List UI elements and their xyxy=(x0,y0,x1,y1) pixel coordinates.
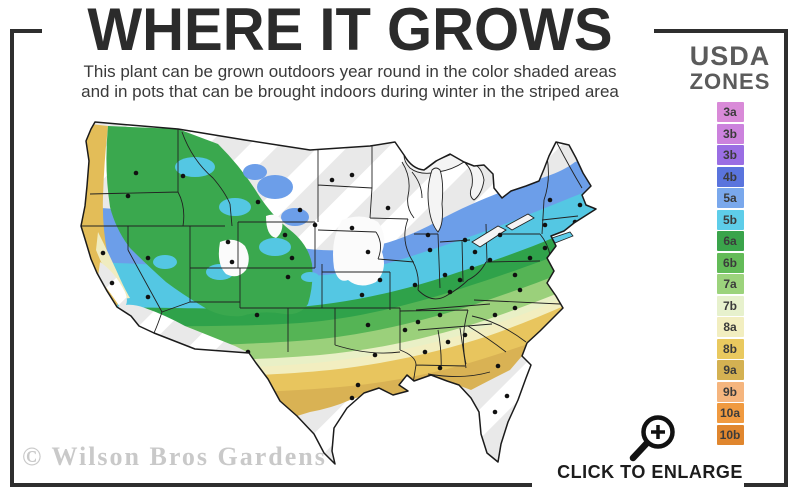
usda-zone-map xyxy=(70,112,650,474)
zone-swatch-6b: 6b xyxy=(716,252,744,273)
zone-swatch-7a: 7a xyxy=(716,274,744,294)
frame-right xyxy=(784,29,788,487)
legend-title-zones: ZONES xyxy=(689,69,771,94)
city-dots xyxy=(83,170,583,451)
zone-swatch-3b: 3b xyxy=(716,145,744,165)
zone-swatch-10a: 10a xyxy=(716,403,744,423)
frame-top-right xyxy=(654,29,788,33)
magnifier-zoom-icon[interactable] xyxy=(620,410,684,466)
zone-swatch-6a: 6a xyxy=(716,231,744,251)
zone-swatch-10b: 10b xyxy=(716,424,744,445)
us-map-graphic xyxy=(80,121,597,465)
click-to-enlarge-label[interactable]: CLICK TO ENLARGE xyxy=(557,462,743,482)
zone-swatch-5a: 5a xyxy=(716,188,744,208)
zone-swatch-8a: 8a xyxy=(716,317,744,337)
zone-swatch-list: 3a 3b 3b 4b 5a 5b 6a 6b 7a 7b 8a 8b 9a 9b 10a 10b xyxy=(672,102,788,445)
frame-left xyxy=(10,29,14,487)
frame-bottom-right xyxy=(744,483,788,487)
zone-swatch-8b: 8b xyxy=(716,338,744,359)
zone-swatch-3b: 3b xyxy=(716,123,744,144)
zone-swatch-5b: 5b xyxy=(716,209,744,230)
watermark: © Wilson Bros Gardens xyxy=(22,442,327,471)
frame-bottom-left xyxy=(10,483,532,487)
zone-swatch-7b: 7b xyxy=(716,295,744,316)
great-lakes xyxy=(403,153,535,248)
usda-zones-legend: USDA ZONES 3a 3b 3b 4b 5a 5b 6a 6b 7a 7b 8a 8b 9a 9b 1… xyxy=(672,42,788,446)
click-to-enlarge[interactable]: CLICK TO ENLARGE xyxy=(540,410,770,490)
frame-top-left-stub xyxy=(10,29,42,33)
zone-swatch-9a: 9a xyxy=(716,360,744,380)
subtitle-line-1: This plant can be grown outdoors year ro… xyxy=(83,62,617,81)
subtitle-line-2: and in pots that can be brought indoors … xyxy=(81,82,619,101)
zone-swatch-4b: 4b xyxy=(716,166,744,187)
zone-swatch-9b: 9b xyxy=(716,381,744,402)
legend-title-usda: USDA xyxy=(689,41,771,71)
page-title: WHERE IT GROWS xyxy=(87,0,613,64)
zone-swatch-3a: 3a xyxy=(716,102,744,122)
